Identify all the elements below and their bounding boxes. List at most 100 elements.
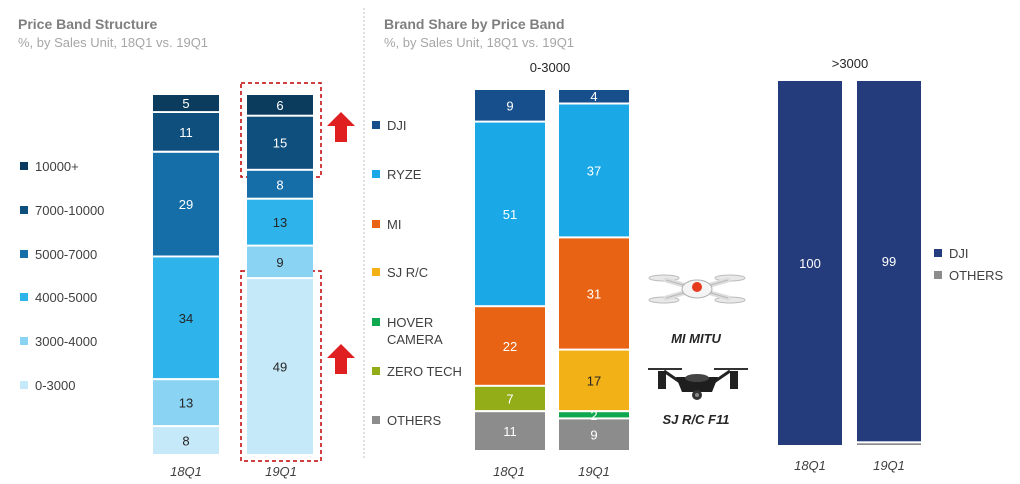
subchart-title-0-3000: 0-3000 <box>530 60 570 75</box>
x-tick-label: 18Q1 <box>170 464 202 479</box>
bar-segment <box>247 95 313 115</box>
data-label: 13 <box>179 396 193 411</box>
x-tick-label: 19Q1 <box>873 458 905 473</box>
legend-swatch-zero-tech <box>372 367 380 375</box>
legend-label-mi: MI <box>387 217 401 232</box>
bar-segment <box>153 113 219 151</box>
legend-label-hover-camera: HOVER CAMERA <box>387 315 443 347</box>
legend-label-others: OTHERS <box>387 413 442 428</box>
data-label: 17 <box>587 373 601 388</box>
legend-label-4000-5000: 4000-5000 <box>35 290 97 305</box>
data-label: 22 <box>503 339 517 354</box>
data-label: 31 <box>587 287 601 302</box>
legend-label-5000-7000: 5000-7000 <box>35 247 97 262</box>
bar-segment <box>475 122 545 306</box>
legend-swatch-dji <box>372 121 380 129</box>
bar-segment <box>475 307 545 385</box>
right-chart-subtitle: %, by Sales Unit, 18Q1 vs. 19Q1 <box>384 35 575 50</box>
bar-segment <box>475 90 545 121</box>
bar-segment <box>559 350 629 411</box>
legend-label-ryze: RYZE <box>387 167 422 182</box>
right-legend: DJI OTHERS <box>934 246 1004 283</box>
bar-segment <box>153 257 219 379</box>
bar-segment <box>247 199 313 245</box>
data-label: 5 <box>182 96 189 111</box>
left-legend: 10000+ 7000-10000 5000-7000 4000-5000 30… <box>20 159 104 393</box>
data-label: 49 <box>273 360 287 375</box>
legend-label-7000-10000: 7000-10000 <box>35 203 104 218</box>
x-tick-label: 19Q1 <box>265 464 297 479</box>
sj-rc-f11-drone-icon <box>648 368 748 400</box>
legend-swatch-dji-big <box>934 249 942 257</box>
data-label: 13 <box>273 215 287 230</box>
bar-segment <box>153 95 219 112</box>
data-label: 4 <box>590 89 597 104</box>
bar-segment <box>559 419 629 450</box>
bar-segment <box>153 152 219 256</box>
data-label: 37 <box>587 163 601 178</box>
data-label: 99 <box>882 254 896 269</box>
bar-segment <box>153 380 219 426</box>
sj-rc-f11-label: SJ R/C F11 <box>663 412 730 427</box>
bar-segment <box>475 386 545 411</box>
legend-swatch-5000-7000 <box>20 250 28 258</box>
data-label: 6 <box>276 98 283 113</box>
legend-label-10000plus: 10000+ <box>35 159 79 174</box>
bar-segment <box>857 81 921 442</box>
data-label: 9 <box>590 428 597 443</box>
middle-legend: DJI RYZE MI SJ R/C HOVER CAMERA ZERO TECH… <box>372 118 462 428</box>
data-label: 51 <box>503 207 517 222</box>
bar-segment <box>559 90 629 103</box>
subchart-title-over-3000: >3000 <box>832 56 869 71</box>
up-arrow-icon <box>327 112 355 142</box>
bar-segment <box>247 170 313 198</box>
data-label: 9 <box>506 98 513 113</box>
bar-segment <box>559 412 629 418</box>
right-chart-title: Brand Share by Price Band <box>384 16 565 32</box>
bar-segment <box>247 279 313 454</box>
data-label: 8 <box>276 177 283 192</box>
legend-swatch-others-big <box>934 271 942 279</box>
legend-swatch-4000-5000 <box>20 293 28 301</box>
legend-swatch-mi <box>372 220 380 228</box>
legend-swatch-hover-camera <box>372 318 380 326</box>
legend-label-dji: DJI <box>387 118 407 133</box>
left-chart-subtitle: %, by Sales Unit, 18Q1 vs. 19Q1 <box>18 35 209 50</box>
data-label: 9 <box>276 255 283 270</box>
data-label: 8 <box>182 434 189 449</box>
legend-label-3000-4000: 3000-4000 <box>35 334 97 349</box>
bar-segment <box>559 104 629 237</box>
highlight-box-lower <box>240 270 322 462</box>
data-label: 11 <box>179 125 193 140</box>
bar-segment <box>153 427 219 454</box>
data-label: 7 <box>506 392 513 407</box>
data-label: 15 <box>273 136 287 151</box>
legend-label-others-big: OTHERS <box>949 268 1004 283</box>
legend-swatch-sjrc <box>372 268 380 276</box>
legend-swatch-10000plus <box>20 162 28 170</box>
legend-swatch-ryze <box>372 170 380 178</box>
left-chart-title: Price Band Structure <box>18 16 158 32</box>
data-label: 100 <box>799 256 821 271</box>
x-tick-label: 18Q1 <box>493 464 525 479</box>
legend-swatch-7000-10000 <box>20 206 28 214</box>
legend-label-zero-tech: ZERO TECH <box>387 364 462 379</box>
legend-label-dji-big: DJI <box>949 246 969 261</box>
legend-label-sjrc: SJ R/C <box>387 265 428 280</box>
legend-swatch-0-3000 <box>20 381 28 389</box>
data-label: 34 <box>179 311 193 326</box>
data-label: 11 <box>503 424 517 439</box>
data-label: 2 <box>590 408 597 423</box>
x-tick-label: 18Q1 <box>794 458 826 473</box>
bar-segment <box>857 443 921 445</box>
up-arrow-icon <box>327 344 355 374</box>
legend-label-0-3000: 0-3000 <box>35 378 75 393</box>
bar-segment <box>247 116 313 169</box>
bar-segment <box>475 412 545 450</box>
bar-segment <box>559 238 629 349</box>
bar-segment <box>247 246 313 278</box>
x-tick-label: 19Q1 <box>578 464 610 479</box>
mi-mitu-drone-icon <box>648 274 746 304</box>
